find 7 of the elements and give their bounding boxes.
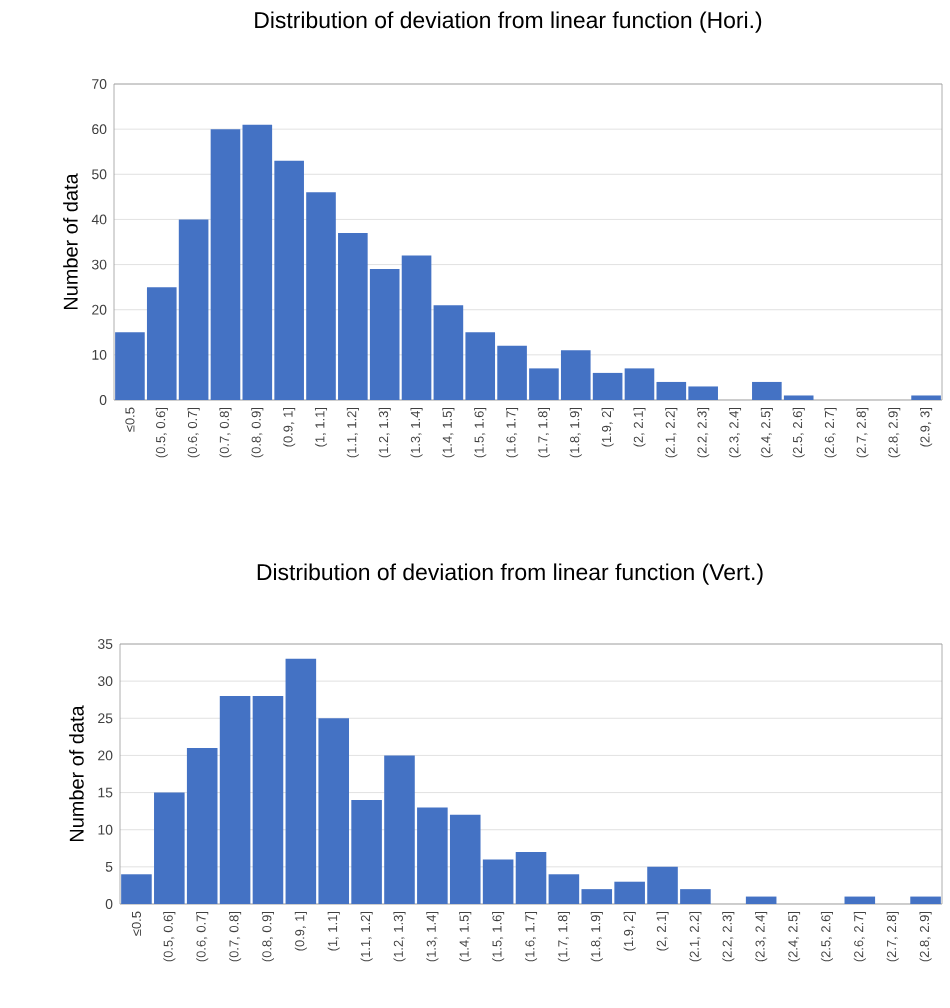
chart-title: Distribution of deviation from linear function (Hori.): [255, 11, 762, 33]
bar: [910, 896, 941, 904]
y-axis-title: Number of data: [63, 173, 78, 310]
bar: [844, 896, 876, 904]
y-axis-title: Number of data: [69, 705, 84, 842]
bar: [745, 896, 777, 904]
chart-title: Distribution of deviation from linear function (Vert.): [257, 563, 763, 585]
